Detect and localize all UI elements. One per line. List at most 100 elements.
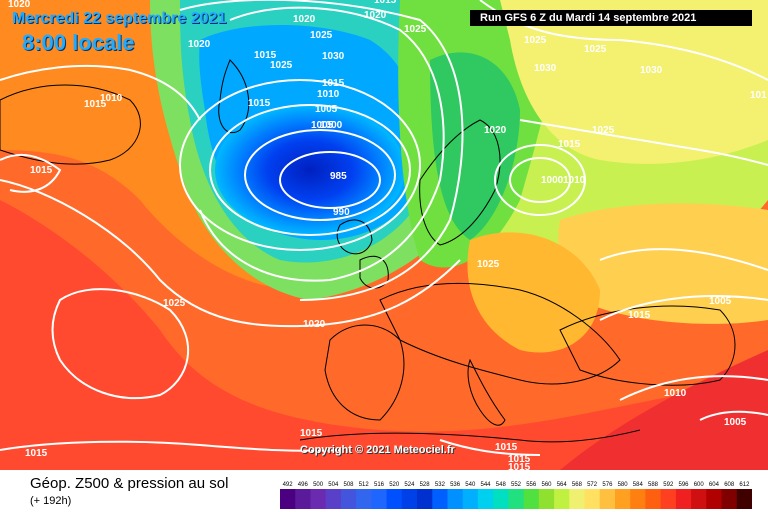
isobar-label: 1025 <box>310 30 333 41</box>
scale-swatch <box>280 489 296 509</box>
isobar-label: 1015 <box>25 448 48 459</box>
isobar-label: 1025 <box>477 259 500 270</box>
isobar-label: 1000 <box>541 175 564 186</box>
scale-tick-label: 580 <box>618 482 629 488</box>
scale-tick-label: 520 <box>389 482 400 488</box>
isobar-label: 990 <box>333 207 350 218</box>
isobar-label: 1020 <box>8 0 31 10</box>
scale-tick-label: 512 <box>359 482 370 488</box>
isobar-label: 1015 <box>374 0 397 6</box>
copyright-notice: Copyright © 2021 Meteociel.fr <box>300 444 455 456</box>
scale-swatch <box>691 489 707 509</box>
isobar-label: 1015 <box>84 99 107 110</box>
isobar-label: 1025 <box>584 44 607 55</box>
isobar-label: 1015 <box>558 139 581 150</box>
scale-swatch <box>630 489 646 509</box>
scale-swatch <box>538 489 555 509</box>
isobar-label: 1020 <box>364 10 387 21</box>
isobar-label: 1020 <box>484 125 507 136</box>
isobar-label: 1020 <box>293 14 316 25</box>
scale-tick-label: 612 <box>739 482 750 488</box>
isobar-label: 1010 <box>563 175 586 186</box>
color-scale: 492 496 500 504 508 512 516 520 524 528 532 536 540 5… <box>280 482 752 509</box>
forecast-time: 8:00 locale <box>22 30 135 55</box>
scale-tick-label: 564 <box>557 482 568 488</box>
scale-tick-label: 596 <box>678 482 689 488</box>
scale-swatch <box>645 489 662 509</box>
scale-swatch <box>371 489 388 509</box>
scale-tick-label: 576 <box>602 482 613 488</box>
scale-swatch <box>554 489 570 509</box>
isobar-label: 101 <box>750 90 767 101</box>
isobar-label: 1015 <box>628 310 651 321</box>
scale-tick-label: 544 <box>480 482 491 488</box>
isobar-label: 1015 <box>248 98 271 109</box>
isobar-label: 1005 <box>311 120 334 131</box>
isobar-label: 1025 <box>524 35 547 46</box>
scale-tick-label: 492 <box>283 482 294 488</box>
scale-tick-label: 504 <box>328 482 339 488</box>
scale-tick-label: 608 <box>724 482 735 488</box>
isobar-label: 1030 <box>322 51 345 62</box>
isobar-label: 1015 <box>300 428 323 439</box>
scale-swatch <box>401 489 418 509</box>
scale-swatch <box>584 489 601 509</box>
isobar-label: 1015 <box>30 165 53 176</box>
scale-tick-label: 592 <box>663 482 674 488</box>
model-run-banner: Run GFS 6 Z du Mardi 14 septembre 2021 <box>470 10 752 26</box>
forecast-map: 1020 1020 1015 1010 1015 1015 1015 1025 … <box>0 0 768 470</box>
scale-swatch <box>721 489 738 509</box>
scale-tick-label: 600 <box>694 482 705 488</box>
scale-swatch <box>325 489 342 509</box>
isobar-label: 1015 <box>254 50 277 61</box>
legend-footer: Géop. Z500 & pression au sol (+ 192h) 49… <box>0 470 768 512</box>
scale-swatch <box>599 489 616 509</box>
scale-tick-label: 552 <box>511 482 522 488</box>
scale-swatch <box>417 489 433 509</box>
scale-swatch <box>675 489 692 509</box>
isobar-label: 1030 <box>534 63 557 74</box>
isobar-label: 1015 <box>508 462 531 470</box>
scale-swatch <box>462 489 479 509</box>
geopotential-field <box>0 0 768 470</box>
scale-tick-label: 524 <box>404 482 415 488</box>
scale-swatch <box>523 489 540 509</box>
scale-tick-label: 528 <box>420 482 431 488</box>
scale-swatch <box>493 489 509 509</box>
isobar-label: 1005 <box>709 296 732 307</box>
scale-tick-label: 572 <box>587 482 598 488</box>
scale-swatch <box>508 489 525 509</box>
isobar-label: 1025 <box>163 298 186 309</box>
isobar-label: 1000 <box>320 120 343 131</box>
isobar-label: 1010 <box>664 388 687 399</box>
scale-swatch <box>310 489 327 509</box>
isobar-label: 1005 <box>315 104 338 115</box>
scale-swatch <box>660 489 677 509</box>
scale-tick-label: 568 <box>572 482 583 488</box>
isobar-label: 1015 <box>495 442 518 453</box>
forecast-date: Mercredi 22 septembre 2021 <box>12 10 227 27</box>
scale-tick-label: 508 <box>343 482 354 488</box>
scale-tick-label: 588 <box>648 482 659 488</box>
scale-swatch <box>447 489 464 509</box>
scale-swatch <box>432 489 448 509</box>
scale-swatch <box>569 489 585 509</box>
isobar-label: 1025 <box>592 125 615 136</box>
scale-swatch <box>706 489 722 509</box>
isobar-label: 1020 <box>303 319 326 330</box>
scale-swatch <box>477 489 494 509</box>
scale-swatch <box>615 489 631 509</box>
scale-tick-label: 536 <box>450 482 461 488</box>
legend-title: Géop. Z500 & pression au sol <box>30 475 229 492</box>
scale-swatch <box>386 489 403 509</box>
scale-tick-label: 540 <box>465 482 476 488</box>
isobar-label: 1030 <box>640 65 663 76</box>
scale-tick-label: 604 <box>709 482 720 488</box>
isobar-label: 1010 <box>317 89 340 100</box>
isobar-label: 1005 <box>724 417 747 428</box>
isobar-label: 1015 <box>508 454 531 465</box>
isobar-label: 1015 <box>322 78 345 89</box>
scale-tick-label: 532 <box>435 482 446 488</box>
scale-tick-label: 584 <box>633 482 644 488</box>
